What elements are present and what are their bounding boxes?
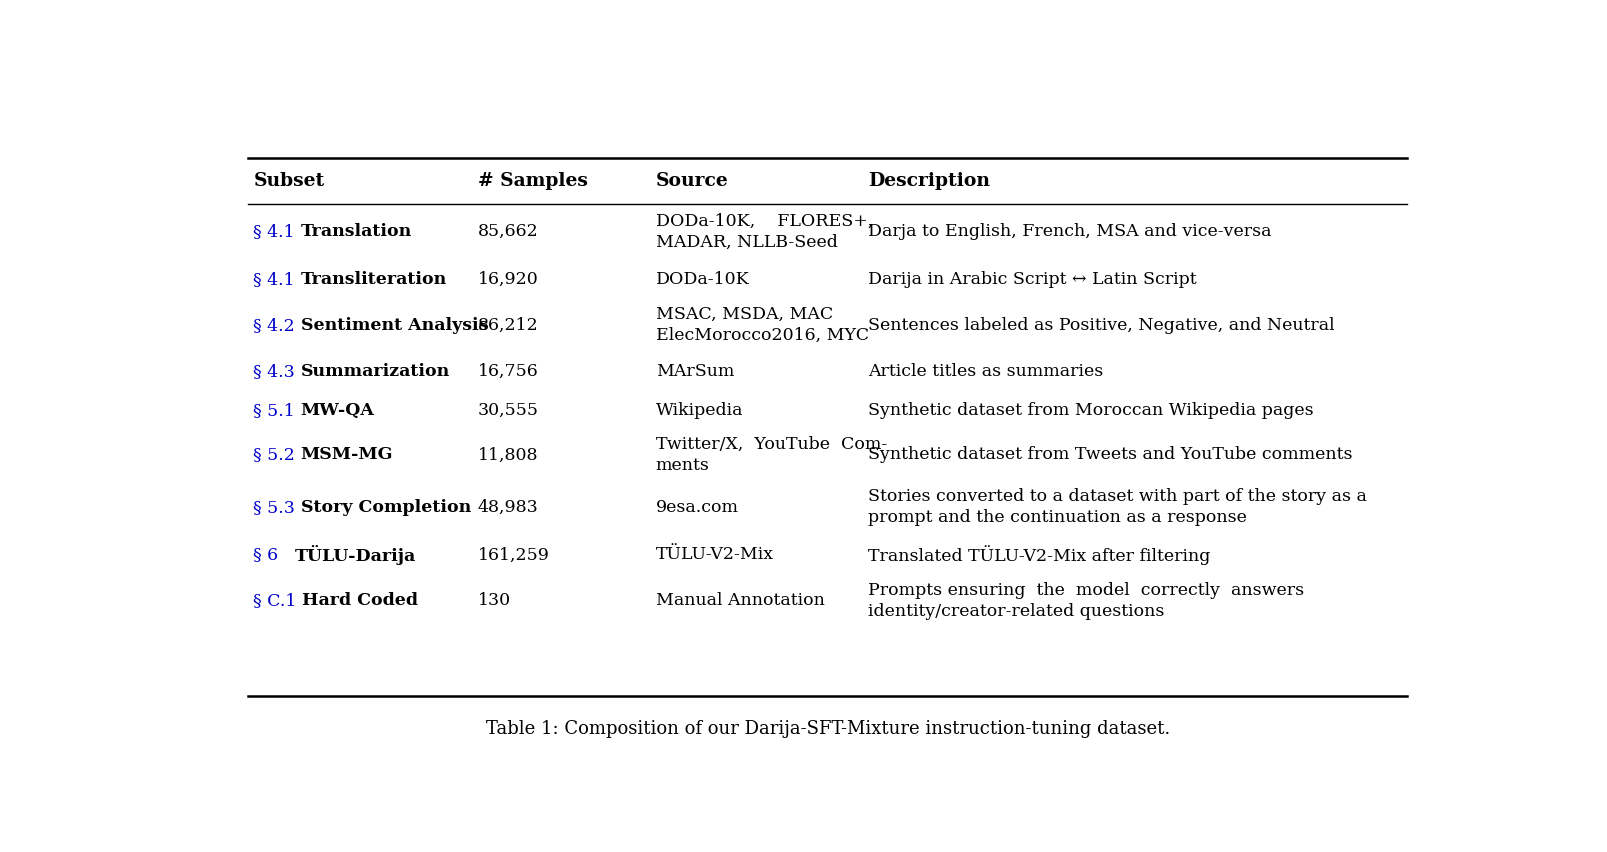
Text: § C.1: § C.1 (254, 592, 302, 609)
Text: MW-QA: MW-QA (301, 402, 374, 419)
Text: Translation: Translation (301, 223, 411, 240)
Text: Twitter/X,  YouTube  Com-: Twitter/X, YouTube Com- (656, 436, 887, 453)
Text: Darija in Arabic Script ↔ Latin Script: Darija in Arabic Script ↔ Latin Script (868, 271, 1196, 288)
Text: Darja to English, French, MSA and vice-versa: Darja to English, French, MSA and vice-v… (868, 223, 1271, 240)
Text: DODa-10K,    FLORES+,: DODa-10K, FLORES+, (656, 213, 873, 230)
Text: 11,808: 11,808 (477, 446, 538, 463)
Text: Sentences labeled as Positive, Negative, and Neutral: Sentences labeled as Positive, Negative,… (868, 317, 1334, 334)
Text: § 4.2: § 4.2 (254, 317, 301, 334)
Text: Prompts ensuring  the  model  correctly  answers: Prompts ensuring the model correctly ans… (868, 582, 1303, 599)
Text: Table 1: Composition of our Darija-SFT-Mixture instruction-tuning dataset.: Table 1: Composition of our Darija-SFT-M… (485, 720, 1170, 738)
Text: Translated TÜLU-V2-Mix after filtering: Translated TÜLU-V2-Mix after filtering (868, 545, 1210, 565)
Text: MArSum: MArSum (656, 363, 734, 380)
Text: TÜLU-Darija: TÜLU-Darija (294, 545, 416, 565)
Text: 130: 130 (477, 592, 511, 609)
Text: 9esa.com: 9esa.com (656, 498, 738, 515)
Text: 16,920: 16,920 (477, 271, 538, 288)
Text: MSAC, MSDA, MAC: MSAC, MSDA, MAC (656, 307, 832, 323)
Text: Article titles as summaries: Article titles as summaries (868, 363, 1102, 380)
Text: § 5.2: § 5.2 (254, 446, 301, 463)
Text: Subset: Subset (254, 172, 325, 190)
Text: Hard Coded: Hard Coded (302, 592, 418, 609)
Text: Wikipedia: Wikipedia (656, 402, 742, 419)
Text: MSM-MG: MSM-MG (301, 446, 394, 463)
Text: Synthetic dataset from Tweets and YouTube comments: Synthetic dataset from Tweets and YouTub… (868, 446, 1351, 463)
Text: Summarization: Summarization (301, 363, 450, 380)
Text: Manual Annotation: Manual Annotation (656, 592, 824, 609)
Text: 30,555: 30,555 (477, 402, 538, 419)
Text: § 5.3: § 5.3 (254, 498, 301, 515)
Text: § 6: § 6 (254, 546, 294, 563)
Text: 85,662: 85,662 (477, 223, 538, 240)
Text: ElecMorocco2016, MYC: ElecMorocco2016, MYC (656, 327, 868, 344)
Text: DODa-10K: DODa-10K (656, 271, 749, 288)
Text: Stories converted to a dataset with part of the story as a: Stories converted to a dataset with part… (868, 488, 1366, 505)
Text: § 4.1: § 4.1 (254, 271, 301, 288)
Text: § 4.3: § 4.3 (254, 363, 301, 380)
Text: # Samples: # Samples (477, 172, 587, 190)
Text: § 4.1: § 4.1 (254, 223, 301, 240)
Text: prompt and the continuation as a response: prompt and the continuation as a respons… (868, 509, 1245, 527)
Text: § 5.1: § 5.1 (254, 402, 301, 419)
Text: MADAR, NLLB-Seed: MADAR, NLLB-Seed (656, 233, 837, 250)
Text: Story Completion: Story Completion (301, 498, 471, 515)
Text: 16,756: 16,756 (477, 363, 538, 380)
Text: 86,212: 86,212 (477, 317, 538, 334)
Text: 161,259: 161,259 (477, 546, 550, 563)
Text: Sentiment Analysis: Sentiment Analysis (301, 317, 487, 334)
Text: Source: Source (656, 172, 728, 190)
Text: 48,983: 48,983 (477, 498, 538, 515)
Text: TÜLU-V2-Mix: TÜLU-V2-Mix (656, 546, 773, 563)
Text: ments: ments (656, 457, 709, 474)
Text: Synthetic dataset from Moroccan Wikipedia pages: Synthetic dataset from Moroccan Wikipedi… (868, 402, 1313, 419)
Text: identity/creator-related questions: identity/creator-related questions (868, 603, 1163, 619)
Text: Transliteration: Transliteration (301, 271, 447, 288)
Text: Description: Description (868, 172, 988, 190)
